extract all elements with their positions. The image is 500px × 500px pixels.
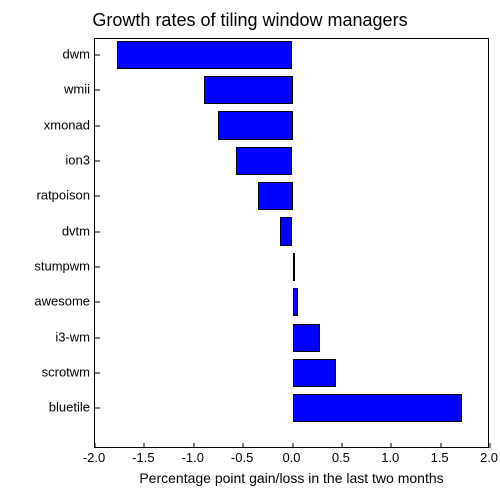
ytick-label: dvtm <box>62 223 90 238</box>
ytick-mark <box>95 337 100 338</box>
ytick-mark <box>95 160 100 161</box>
ytick-label: xmonad <box>44 117 90 132</box>
xtick-label: 2.0 <box>480 450 498 465</box>
ytick-mark <box>95 196 100 197</box>
bar-xmonad <box>218 111 292 139</box>
ytick-label: wmii <box>64 82 90 97</box>
ytick-mark <box>95 266 100 267</box>
bar-wmii <box>204 76 293 104</box>
xtick-label: -1.5 <box>132 450 154 465</box>
ytick-label: awesome <box>34 294 90 309</box>
ytick-mark <box>95 408 100 409</box>
x-axis-label: Percentage point gain/loss in the last t… <box>94 470 489 486</box>
ytick-label: dwm <box>63 46 90 61</box>
ytick-mark <box>95 302 100 303</box>
xtick-label: 1.0 <box>381 450 399 465</box>
ytick-label: stumpwm <box>34 258 90 273</box>
plot-area <box>94 38 489 448</box>
ytick-label: ion3 <box>65 152 90 167</box>
ytick-mark <box>95 373 100 374</box>
y-axis-labels: dwm wmii xmonad ion3 ratpoison dvtm stumpwm awe… <box>0 38 94 448</box>
xtick-label: 1.5 <box>431 450 449 465</box>
ytick-mark <box>95 125 100 126</box>
bar-awesome <box>293 288 299 316</box>
chart-title: Growth rates of tiling window managers <box>0 10 500 31</box>
bar-dvtm <box>280 217 293 245</box>
bar-scrotwm <box>293 359 336 387</box>
ytick-label: bluetile <box>49 400 90 415</box>
ytick-label: ratpoison <box>37 188 90 203</box>
xtick-label: 0.0 <box>282 450 300 465</box>
xtick-mark <box>490 443 491 448</box>
bar-i3-wm <box>293 324 321 352</box>
xtick-label: -1.0 <box>182 450 204 465</box>
ytick-label: scrotwm <box>42 365 90 380</box>
xtick-label: -0.5 <box>231 450 253 465</box>
bar-ratpoison <box>258 182 293 210</box>
ytick-mark <box>95 231 100 232</box>
chart-container: Growth rates of tiling window managers d… <box>0 0 500 500</box>
bar-ion3 <box>236 147 292 175</box>
xtick-label: 0.5 <box>332 450 350 465</box>
bar-bluetile <box>293 394 463 422</box>
ytick-mark <box>95 54 100 55</box>
bar-stumpwm <box>293 253 296 281</box>
ytick-label: i3-wm <box>55 329 90 344</box>
xtick-label: -2.0 <box>83 450 105 465</box>
ytick-mark <box>95 90 100 91</box>
bar-dwm <box>117 41 293 69</box>
